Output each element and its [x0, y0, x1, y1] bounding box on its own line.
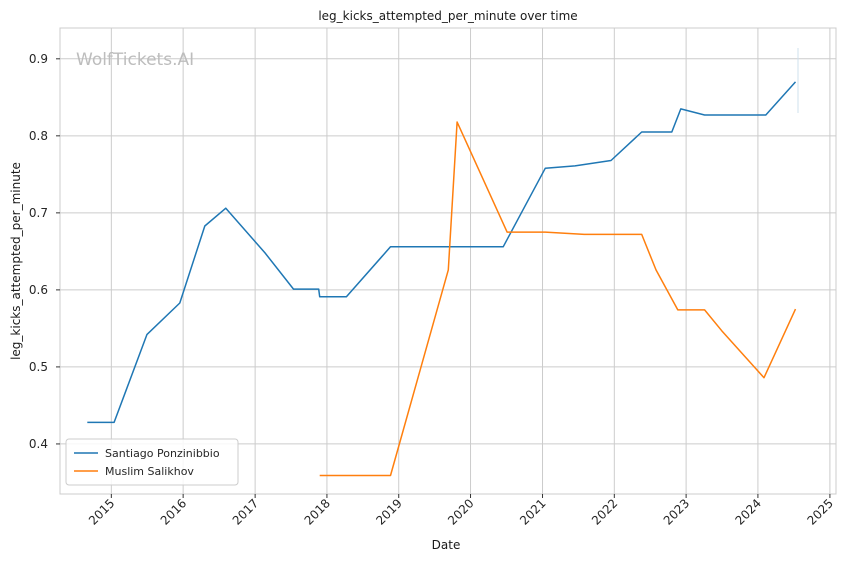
x-tick-label: 2022	[589, 496, 620, 527]
legend-label-santiago: Santiago Ponzinibbio	[105, 447, 220, 460]
y-tick-label: 0.9	[29, 52, 48, 66]
y-tick-label: 0.8	[29, 129, 48, 143]
x-tick-label: 2024	[733, 496, 764, 527]
y-tick-label: 0.5	[29, 360, 48, 374]
y-axis-ticks: 0.4 0.5 0.6 0.7 0.8 0.9	[29, 52, 60, 451]
chart-title: leg_kicks_attempted_per_minute over time	[318, 9, 577, 23]
y-tick-label: 0.7	[29, 206, 48, 220]
x-tick-label: 2016	[158, 496, 189, 527]
x-tick-label: 2018	[302, 496, 333, 527]
plot-frame	[59, 27, 837, 495]
x-axis-label: Date	[432, 538, 461, 552]
series-line-0	[87, 81, 797, 424]
plot-area	[60, 28, 836, 494]
x-tick-label: 2021	[517, 496, 548, 527]
series-layer	[87, 81, 797, 477]
x-tick-label: 2020	[445, 496, 476, 527]
series-line-1	[319, 121, 797, 477]
x-tick-label: 2025	[805, 496, 836, 527]
x-tick-label: 2015	[86, 496, 117, 527]
y-axis-label: leg_kicks_attempted_per_minute	[9, 162, 23, 360]
x-tick-label: 2019	[373, 496, 404, 527]
y-tick-label: 0.4	[29, 437, 48, 451]
legend-box	[65, 438, 239, 486]
legend: Santiago Ponzinibbio Muslim Salikhov	[65, 438, 239, 486]
x-tick-label: 2023	[661, 496, 692, 527]
x-tick-label: 2017	[230, 496, 261, 527]
legend-label-muslim: Muslim Salikhov	[105, 465, 194, 478]
x-axis-ticks: 2015 2016 2017 2018 2019 2020 2021 2022 2023 2024…	[86, 494, 836, 528]
y-tick-label: 0.6	[29, 283, 48, 297]
watermark: WolfTickets.AI	[76, 50, 194, 70]
